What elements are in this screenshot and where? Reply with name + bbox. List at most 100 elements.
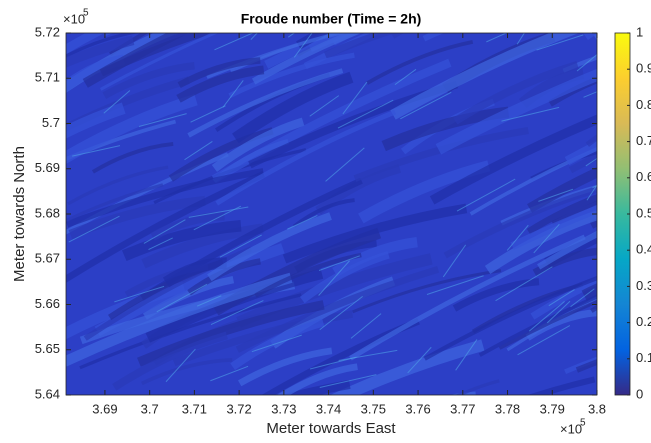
terrain-streak — [277, 363, 358, 395]
terrain-streak — [207, 212, 332, 282]
y-tick-label: 5.66 — [35, 296, 60, 311]
colorbar-tick-label: 0.4 — [636, 242, 651, 257]
terrain-streak — [366, 39, 474, 85]
terrain-streak — [238, 347, 333, 387]
channel-line — [538, 188, 574, 202]
channel-line — [309, 356, 357, 370]
x-tick-label: 3.76 — [405, 401, 430, 416]
channel-line — [585, 157, 597, 167]
channel-line — [250, 33, 258, 40]
terrain-streak — [510, 205, 597, 250]
x-tick-label: 3.69 — [92, 401, 117, 416]
terrain-streak — [532, 247, 597, 277]
y-tick-label: 5.69 — [35, 160, 60, 175]
terrain-streak — [435, 68, 597, 155]
colorbar-tick-label: 0.7 — [636, 133, 651, 148]
terrain-streak — [162, 257, 227, 288]
colorbar-tick-label: 1 — [636, 24, 643, 39]
x-tick-label: 3.78 — [495, 401, 520, 416]
x-multiplier-base: ×10 — [560, 421, 582, 436]
terrain-streak — [282, 203, 468, 264]
y-multiplier-exponent: 5 — [83, 8, 89, 19]
channel-line — [103, 90, 131, 114]
terrain-streak — [91, 141, 174, 174]
channel-line — [350, 313, 382, 339]
x-tick-label: 3.71 — [182, 401, 207, 416]
terrain-streak — [67, 165, 169, 206]
terrain-streak — [79, 293, 302, 370]
y-tick-label: 5.64 — [35, 386, 60, 401]
channel-line — [72, 145, 121, 157]
terrain-streak — [228, 52, 355, 99]
y-tick-label: 5.68 — [35, 205, 60, 220]
terrain-streak — [292, 198, 355, 229]
terrain-streak — [137, 300, 325, 367]
terrain-streak — [177, 57, 261, 89]
terrain-streak — [66, 33, 105, 55]
terrain-streak — [83, 246, 253, 341]
channel-line — [293, 33, 313, 58]
terrain-streak — [99, 33, 219, 91]
terrain-streak — [498, 299, 597, 350]
terrain-streak — [443, 186, 597, 259]
terrain-streak — [308, 33, 359, 52]
terrain-streak — [68, 195, 206, 240]
terrain-streak — [112, 331, 228, 391]
y-tick-label: 5.72 — [35, 24, 60, 39]
terrain-streak — [469, 146, 597, 216]
terrain-streak — [251, 33, 362, 85]
terrain-streak — [150, 211, 225, 241]
terrain-streak — [254, 252, 362, 298]
channel-line — [287, 214, 318, 230]
colorbar-tick-label: 0.3 — [636, 278, 651, 293]
terrain-streak — [142, 275, 235, 320]
terrain-streak — [537, 230, 597, 270]
channel-line — [196, 295, 222, 307]
terrain-streak — [296, 33, 330, 50]
terrain-streak — [422, 33, 445, 42]
channel-line — [528, 301, 565, 332]
channel-line — [143, 219, 186, 244]
terrain-streak — [141, 358, 233, 386]
terrain-streak — [390, 33, 580, 120]
terrain-streak — [102, 61, 195, 99]
channel-line — [319, 374, 377, 389]
channel-line — [68, 215, 120, 243]
channel-line — [251, 334, 302, 353]
terrain-streak — [551, 200, 597, 225]
channel-line — [309, 95, 340, 117]
terrain-streak — [471, 420, 552, 438]
terrain-streak — [564, 140, 597, 166]
terrain-streak — [358, 160, 491, 224]
channel-line — [156, 283, 208, 313]
channel-line — [442, 244, 467, 278]
terrain-streak — [82, 33, 190, 88]
terrain-streak — [66, 168, 264, 228]
terrain-streak — [66, 183, 164, 223]
y-tick-label: 5.71 — [35, 70, 60, 85]
terrain-streak — [568, 152, 597, 174]
terrain-streak — [176, 65, 265, 103]
terrain-streak — [66, 33, 140, 58]
channel-line — [583, 91, 597, 98]
channel-line — [337, 99, 394, 129]
colorbar-tick-label: 0.8 — [636, 97, 651, 112]
heatmap-field — [66, 33, 597, 438]
terrain-streak — [349, 234, 586, 361]
colorbar-tick-label: 0.5 — [636, 205, 651, 220]
channel-line — [407, 346, 432, 374]
terrain-streak — [236, 253, 433, 328]
terrain-streak — [264, 33, 344, 69]
colorbar-tick-label: 0 — [636, 386, 643, 401]
terrain-streak — [66, 102, 126, 139]
terrain-streak — [323, 33, 397, 59]
channel-line — [325, 147, 365, 182]
x-tick-label: 3.72 — [226, 401, 251, 416]
x-tick-label: 3.8 — [588, 401, 606, 416]
channel-line — [426, 275, 484, 295]
terrain-streak — [211, 117, 305, 172]
channel-line — [517, 325, 571, 356]
x-tick-label: 3.79 — [540, 401, 565, 416]
y-multiplier-base: ×10 — [63, 11, 85, 26]
